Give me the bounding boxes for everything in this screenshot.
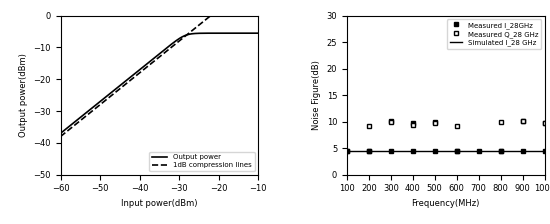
Measured Q_28 GHz <box>541 121 548 124</box>
Output power <box>92 104 99 107</box>
Measured I_28GHz <box>431 120 438 123</box>
Measured I_28GHz <box>497 150 504 152</box>
Y-axis label: Noise Figure(dB): Noise Figure(dB) <box>312 60 321 130</box>
Measured Q_28 GHz <box>388 121 394 124</box>
Simulated I_28 GHz <box>475 150 482 152</box>
Output power <box>108 91 114 94</box>
1dB compression lines <box>92 107 99 110</box>
Line: Output power: Output power <box>60 33 258 133</box>
Measured I_28GHz <box>410 122 416 125</box>
Measured I_28GHz <box>519 119 526 122</box>
Measured Q_28 GHz <box>431 121 438 124</box>
X-axis label: Input power(dBm): Input power(dBm) <box>121 199 197 208</box>
Simulated I_28 GHz <box>431 150 438 152</box>
Legend: Output power, 1dB compression lines: Output power, 1dB compression lines <box>150 152 255 171</box>
Simulated I_28 GHz <box>519 150 526 152</box>
Measured Q_28 GHz <box>366 125 372 127</box>
Simulated I_28 GHz <box>344 150 350 152</box>
Simulated I_28 GHz <box>410 150 416 152</box>
1dB compression lines <box>57 135 64 138</box>
Line: Measured Q_28 GHz: Measured Q_28 GHz <box>366 119 547 129</box>
Legend: Measured I_28GHz, Measured Q_28 GHz, Simulated I_28 GHz: Measured I_28GHz, Measured Q_28 GHz, Sim… <box>447 19 541 49</box>
Simulated I_28 GHz <box>497 150 504 152</box>
1dB compression lines <box>189 29 196 32</box>
Y-axis label: Output power(dBm): Output power(dBm) <box>19 53 28 137</box>
Simulated I_28 GHz <box>453 150 460 152</box>
Line: 1dB compression lines: 1dB compression lines <box>60 0 258 137</box>
Simulated I_28 GHz <box>388 150 394 152</box>
1dB compression lines <box>206 15 212 18</box>
1dB compression lines <box>147 63 153 66</box>
Measured I_28GHz <box>388 119 394 122</box>
Simulated I_28 GHz <box>366 150 372 152</box>
1dB compression lines <box>174 41 180 44</box>
Measured Q_28 GHz <box>497 120 504 123</box>
Output power <box>174 39 180 41</box>
Measured I_28GHz <box>344 150 350 152</box>
Simulated I_28 GHz <box>541 150 548 152</box>
Measured Q_28 GHz <box>410 124 416 126</box>
Measured I_28GHz <box>366 150 372 152</box>
X-axis label: Frequency(MHz): Frequency(MHz) <box>411 199 480 208</box>
Output power <box>255 32 261 34</box>
Measured I_28GHz <box>453 150 460 152</box>
Line: Measured I_28GHz: Measured I_28GHz <box>344 118 547 153</box>
Output power <box>189 32 196 35</box>
Output power <box>57 132 64 135</box>
Measured I_28GHz <box>541 122 548 125</box>
1dB compression lines <box>108 94 114 97</box>
Output power <box>147 60 153 63</box>
Measured Q_28 GHz <box>519 120 526 123</box>
Measured Q_28 GHz <box>453 125 460 128</box>
Output power <box>206 32 212 34</box>
